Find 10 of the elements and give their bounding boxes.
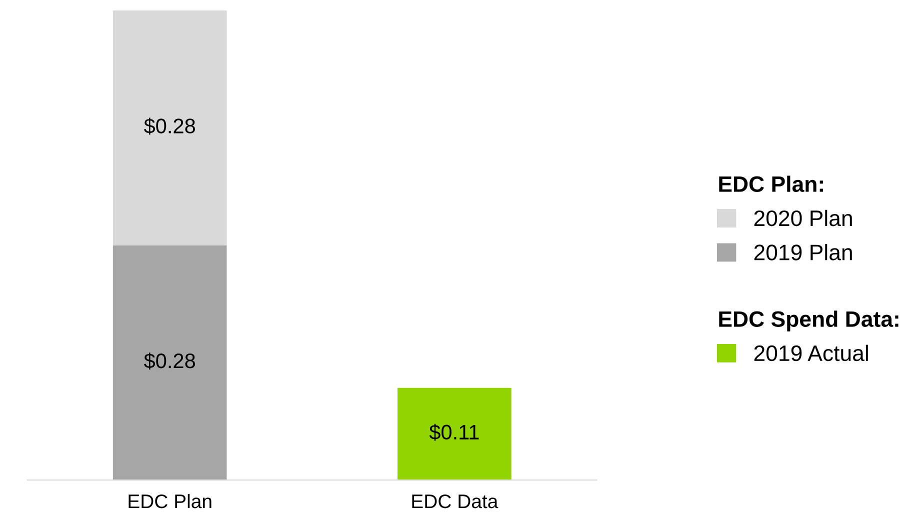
legend-label: 2019 Plan <box>754 244 852 260</box>
x-tick-label: EDC Data <box>412 494 498 508</box>
legend-label: 2019 Actual <box>754 344 868 362</box>
legend-title: EDC Plan: <box>719 176 823 192</box>
x-tick-label: EDC Plan <box>128 494 212 508</box>
data-label: $0.11 <box>429 424 479 441</box>
data-label: $0.28 <box>144 352 195 370</box>
data-label: $0.28 <box>144 118 195 135</box>
legend-label: 2020 Plan <box>754 210 852 226</box>
text: EDC Spend Data: <box>719 310 898 332</box>
